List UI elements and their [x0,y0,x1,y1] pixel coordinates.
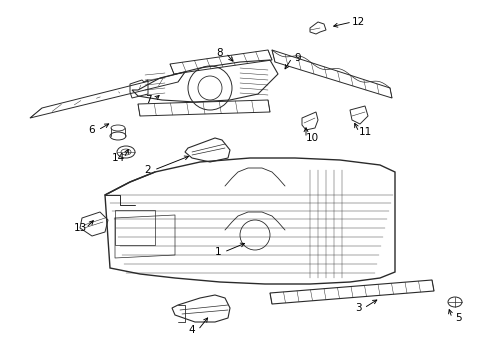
Text: 6: 6 [88,125,95,135]
Bar [115,210,155,245]
Text: 10: 10 [305,133,318,143]
Text: 2: 2 [144,165,151,175]
Text: 1: 1 [214,247,221,257]
Text: 8: 8 [216,48,223,58]
Text: 9: 9 [294,53,301,63]
Text: 3: 3 [354,303,361,313]
Text: 5: 5 [454,313,460,323]
Text: 7: 7 [144,95,151,105]
Text: 14: 14 [111,153,124,163]
Text: 4: 4 [188,325,195,335]
Text: 12: 12 [351,17,364,27]
Text: 11: 11 [358,127,371,137]
Text: 13: 13 [73,223,86,233]
